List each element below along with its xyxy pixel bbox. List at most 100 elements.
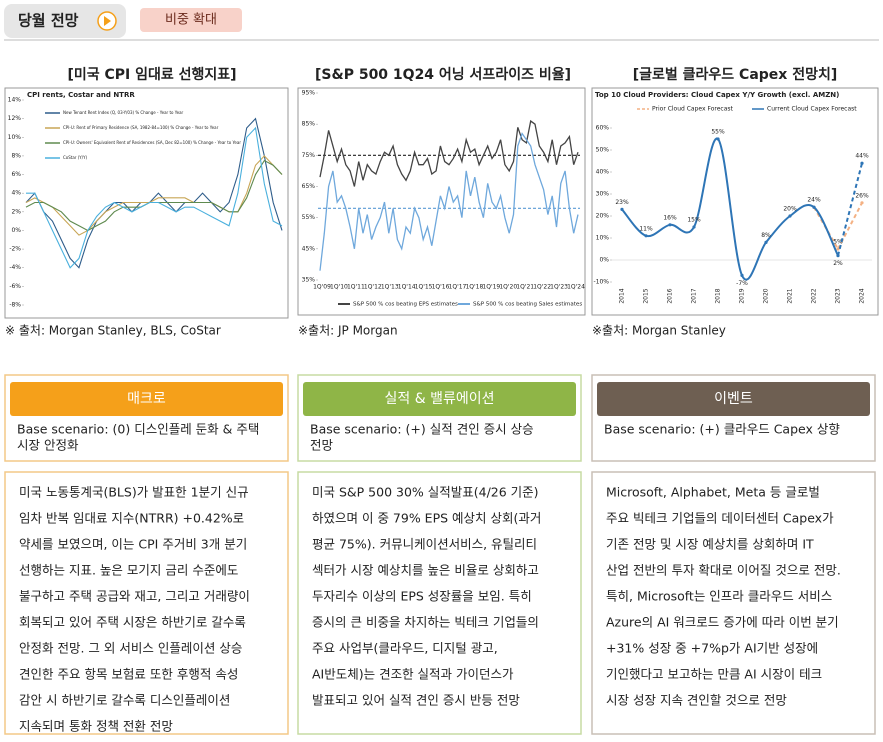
body-text: 시장 성장 지속 견인할 것으로 전망 — [606, 693, 787, 708]
chart-frame — [591, 87, 879, 316]
value-label: 15% — [687, 217, 701, 224]
x-tick-label: 2021 — [787, 288, 794, 303]
x-tick-label: 2020 — [763, 288, 770, 303]
value-label: 5% — [833, 239, 843, 246]
y-tick-label: 6% — [11, 171, 21, 178]
body-text: 발표되고 있어 실적 견인 증시 반등 전망 — [312, 693, 520, 708]
chart-source: ※출처: Morgan Stanley — [592, 324, 726, 338]
series-line — [621, 137, 839, 281]
body-text: 불구하고 주택 공급와 재고, 그리고 거래량이 — [19, 589, 250, 604]
x-tick-label: 1Q'12 — [364, 284, 382, 291]
body-text: 안정화 전망. 그 외 서비스 인플레이션 상승 — [19, 641, 242, 656]
value-label: 23% — [615, 199, 629, 206]
point — [692, 225, 696, 229]
body-text: 주요 빅테크 기업들의 데이터센터 Capex가 — [606, 511, 834, 526]
tag — [140, 8, 242, 32]
section-title: 이벤트 — [714, 391, 753, 407]
chart-title: [S&P 500 1Q24 어닝 서프라이즈 비율] — [315, 66, 571, 83]
x-tick-label: 1Q'11 — [347, 284, 365, 291]
chart-inner-title: Top 10 Cloud Providers: Cloud Capex Y/Y … — [595, 91, 839, 99]
section-header — [303, 382, 576, 416]
y-tick-label: 50% — [596, 147, 610, 154]
series-line — [25, 117, 283, 269]
value-label: 55% — [711, 129, 725, 136]
value-label: 16% — [663, 214, 677, 221]
body-text: 약세를 보였으며, 이는 CPI 주거비 3개 분기 — [19, 537, 247, 552]
scenario-text: 시장 안정화 — [17, 438, 79, 453]
x-tick-label: 2017 — [691, 288, 698, 303]
y-tick-label: 10% — [596, 235, 610, 242]
chart-source: ※출처: JP Morgan — [298, 324, 398, 338]
x-tick-label: 1Q'15 — [415, 284, 433, 291]
y-tick-label: 65% — [302, 183, 316, 190]
x-tick-label: 2018 — [715, 288, 722, 303]
x-tick-label: 1Q'17 — [449, 284, 467, 291]
point — [740, 273, 744, 277]
body-box — [297, 471, 582, 735]
chart-inner-title: CPI rents, Costar and NTRR — [27, 91, 135, 99]
y-tick-label: -8% — [9, 302, 21, 309]
x-tick-label: 2024 — [859, 288, 866, 303]
scenario-text: Base scenario: (+) 실적 견인 증시 상승 — [310, 422, 534, 437]
x-tick-label: 2014 — [619, 288, 626, 303]
value-label: -7% — [736, 280, 748, 287]
tab-icon-arrow — [104, 16, 111, 26]
body-text: Microsoft, Alphabet, Meta 등 글로벌 — [606, 485, 820, 500]
x-tick-label: 1Q'24 — [567, 284, 585, 291]
y-tick-label: 35% — [302, 277, 316, 284]
value-label: 20% — [783, 206, 797, 213]
y-tick-label: -6% — [9, 283, 21, 290]
body-text: AI반도체)는 견조한 실적과 가이던스가 — [312, 667, 514, 682]
body-text: 주요 사업부(클라우드, 디지털 광고, — [312, 641, 498, 656]
point — [812, 205, 816, 209]
point — [836, 247, 840, 251]
body-text: 회복되고 있어 주택 시장은 하반기로 갈수록 — [19, 615, 246, 630]
x-tick-label: 2023 — [835, 288, 842, 303]
x-tick-label: 1Q'13 — [381, 284, 399, 291]
series-line — [319, 119, 579, 187]
body-text: 지속되며 통화 정책 전환 전망 — [19, 719, 173, 734]
point — [620, 207, 624, 211]
chart-frame — [297, 87, 586, 316]
x-tick-label: 1Q'21 — [516, 284, 534, 291]
x-tick-label: 1Q'20 — [499, 284, 517, 291]
chart-title: [글로벌 클라우드 Capex 전망치] — [633, 66, 838, 83]
y-tick-label: -10% — [593, 279, 609, 286]
y-tick-label: 2% — [11, 208, 21, 215]
legend-label: S&P 500 % cos beating Sales estimates — [473, 302, 582, 308]
y-tick-label: 12% — [8, 115, 22, 122]
value-label: 11% — [639, 225, 653, 232]
point — [764, 240, 768, 244]
section-header — [597, 382, 870, 416]
y-tick-label: 85% — [302, 121, 316, 128]
section-title: 매크로 — [127, 391, 166, 407]
point — [668, 223, 672, 227]
point — [860, 201, 864, 205]
y-tick-label: 10% — [8, 134, 22, 141]
x-tick-label: 1Q'22 — [533, 284, 551, 291]
body-text: 특히, Microsoft는 인프라 클라우드 서비스 — [606, 589, 832, 604]
section-title: 실적 & 밸류에이션 — [385, 391, 495, 407]
scenario-text: 전망 — [310, 438, 334, 453]
chart-source: ※ 출처: Morgan Stanley, BLS, CoStar — [5, 324, 221, 338]
body-box — [4, 471, 289, 735]
legend-label: CPI-U: Owners' Equivalent Rent of Reside… — [63, 140, 241, 145]
x-tick-label: 2019 — [739, 288, 746, 303]
body-text: 평균 75%). 커뮤니케이션서비스, 유틸리티 — [312, 537, 537, 552]
value-label: 8% — [761, 232, 771, 239]
body-text: 기존 전망 및 시장 예상치를 상회하며 IT — [606, 537, 814, 552]
x-tick-label: 1Q'18 — [465, 284, 483, 291]
x-tick-label: 1Q'10 — [330, 284, 348, 291]
chart-title: [미국 CPI 임대료 선행지표] — [67, 67, 236, 83]
y-tick-label: -2% — [9, 246, 21, 253]
body-text: 섹터가 시장 예상치를 높은 비율로 상회하고 — [312, 563, 539, 578]
body-box — [591, 471, 876, 735]
body-text: 선행하는 지표. 높은 모기지 금리 수준에도 — [19, 563, 238, 578]
y-tick-label: 55% — [302, 214, 316, 221]
y-tick-label: 8% — [11, 152, 21, 159]
body-text: 산업 전반의 투자 확대로 이어질 것으로 전망. — [606, 563, 841, 578]
body-text: 증시의 큰 비중을 차지하는 빅테크 기업들의 — [312, 615, 539, 630]
y-tick-label: 4% — [11, 190, 21, 197]
legend-label: CoStar (Y/Y) — [63, 155, 88, 160]
